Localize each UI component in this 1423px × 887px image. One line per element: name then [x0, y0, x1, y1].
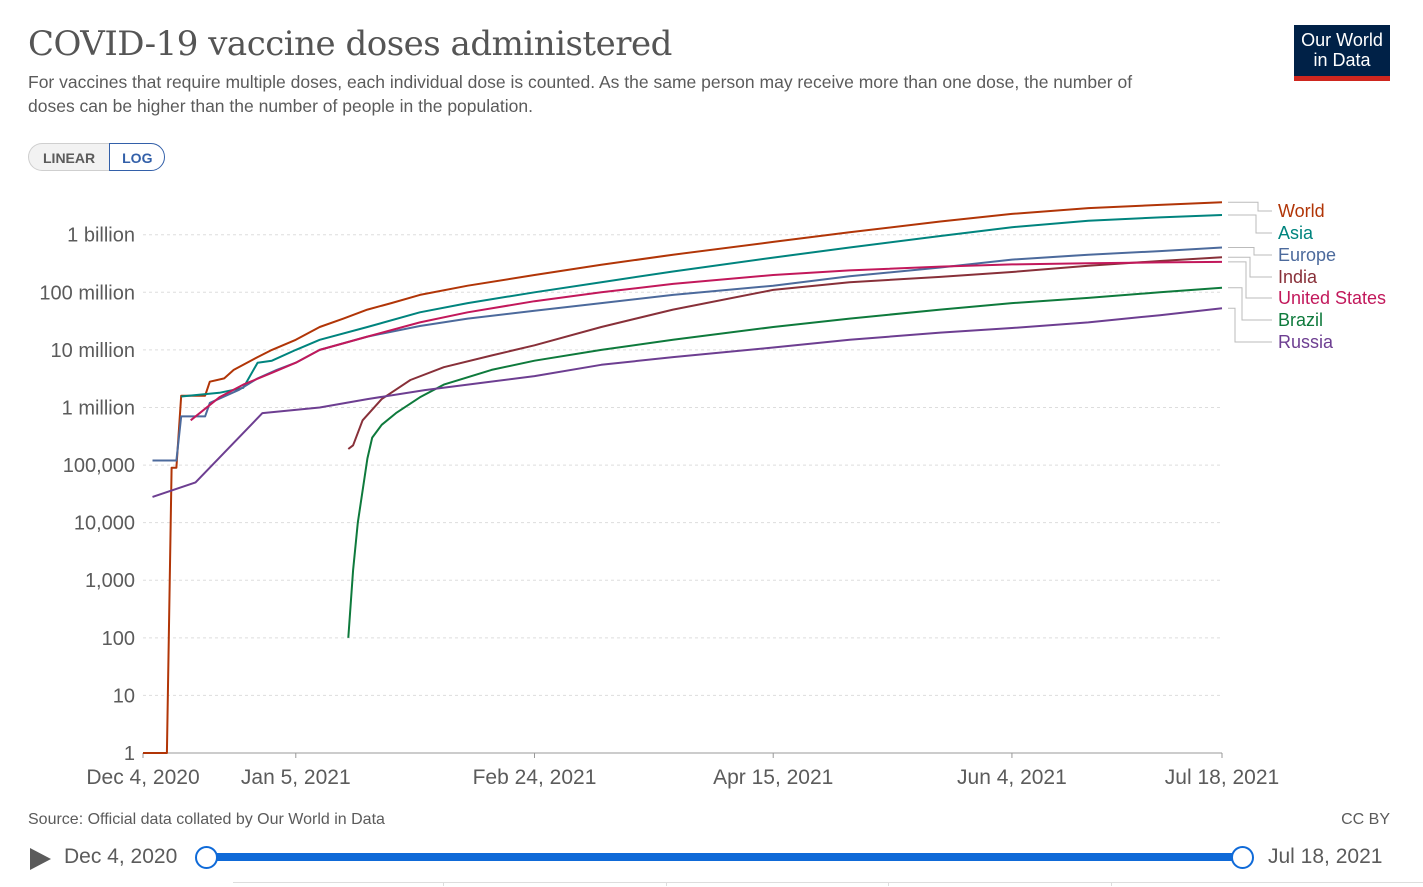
logo-line-2: in Data	[1313, 50, 1371, 70]
chart-title: COVID-19 vaccine doses administered	[28, 24, 672, 64]
line-chart: 1 10 100 1,000 10,000 100,000 1 million 10 mill…	[39, 201, 1386, 789]
tab-bar-edge	[233, 882, 1423, 887]
timeline-slider: Dec 4, 2020 Jul 18, 2021	[0, 838, 1423, 878]
legend-connector	[1228, 247, 1272, 256]
license-link[interactable]: CC BY	[1341, 811, 1390, 828]
legend-label: Europe	[1278, 245, 1336, 265]
timeline-start-date: Dec 4, 2020	[64, 845, 178, 868]
series-line	[143, 201, 1223, 754]
x-tick-label: Jul 18, 2021	[1165, 766, 1279, 789]
tab-divider	[666, 882, 667, 886]
legend-connector	[1228, 256, 1272, 278]
y-tick-label: 10	[113, 685, 135, 707]
scale-toggle: LINEAR LOG	[28, 143, 166, 171]
series-line	[181, 214, 1223, 398]
x-tick-label: Jan 5, 2021	[241, 766, 351, 789]
chart-subtitle: For vaccines that require multiple doses…	[28, 72, 1133, 116]
y-tick-label: 1 million	[62, 397, 135, 419]
x-tick-label: Dec 4, 2020	[86, 766, 199, 789]
y-tick-label: 1,000	[85, 570, 135, 592]
legend-label: Brazil	[1278, 310, 1323, 330]
timeline-end-date: Jul 18, 2021	[1268, 845, 1383, 868]
y-tick-label: 100,000	[63, 455, 135, 477]
tab-divider	[1111, 882, 1112, 886]
legend-label: United States	[1278, 288, 1386, 308]
y-tick-label: 1 billion	[67, 225, 135, 247]
play-icon[interactable]	[30, 848, 51, 870]
tab-divider	[888, 882, 889, 886]
legend-label: Asia	[1278, 223, 1314, 243]
series-line	[152, 307, 1223, 498]
legend-connector	[1228, 214, 1272, 234]
x-tick-label: Jun 4, 2021	[957, 766, 1067, 789]
y-tick-label: 10,000	[74, 513, 135, 535]
linear-scale-button[interactable]: LINEAR	[28, 143, 110, 171]
series-line	[190, 260, 1223, 422]
legend-label: World	[1278, 201, 1325, 221]
timeline-track[interactable]	[206, 853, 1242, 861]
legend-connector	[1228, 201, 1272, 212]
timeline-start-handle[interactable]	[195, 846, 218, 869]
y-tick-label: 100	[102, 628, 135, 650]
timeline-end-handle[interactable]	[1231, 846, 1254, 869]
source-note[interactable]: Source: Official data collated by Our Wo…	[28, 811, 385, 828]
legend-connector	[1228, 307, 1272, 343]
series-line	[347, 286, 1223, 638]
y-tick-label: 100 million	[39, 282, 135, 304]
log-scale-button[interactable]: LOG	[109, 143, 166, 171]
legend-label: India	[1278, 267, 1318, 287]
legend-label: Russia	[1278, 332, 1334, 352]
tab-divider	[443, 882, 444, 886]
y-tick-label: 10 million	[51, 340, 135, 362]
y-tick-label: 1	[124, 743, 135, 765]
logo-line-1: Our World	[1301, 30, 1383, 50]
series-line	[347, 256, 1223, 450]
legend-connector	[1228, 261, 1272, 299]
x-tick-label: Apr 15, 2021	[713, 766, 833, 789]
x-tick-label: Feb 24, 2021	[473, 766, 597, 789]
legend-connector	[1228, 287, 1272, 321]
owid-logo[interactable]: Our World in Data	[1294, 25, 1390, 81]
